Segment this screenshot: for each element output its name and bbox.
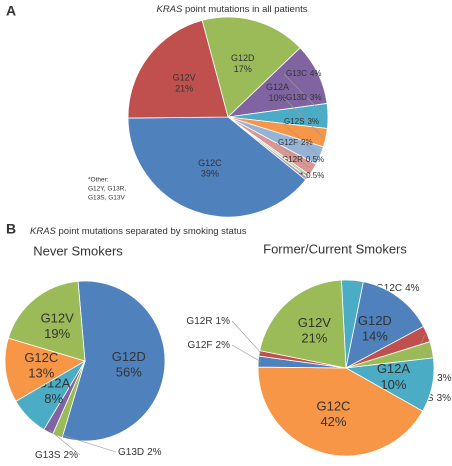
category-label: G12C bbox=[316, 398, 350, 413]
value-label: 56% bbox=[116, 365, 142, 380]
value-label: 19% bbox=[44, 326, 70, 341]
pie-slice bbox=[7, 280, 86, 362]
annotation: G13S, G13V bbox=[88, 195, 126, 202]
category-label: G12A bbox=[266, 82, 289, 92]
slice-label: G12R 0.5% bbox=[282, 155, 324, 164]
chart-title: KRAS point mutations in all patients bbox=[156, 4, 307, 15]
chart-title: KRAS point mutations separated by smokin… bbox=[30, 226, 247, 237]
category-label: G12F bbox=[278, 138, 298, 147]
value-label: 0.5% bbox=[306, 171, 324, 180]
pie-slice bbox=[61, 280, 166, 442]
value-label: 10% bbox=[380, 377, 406, 392]
category-label: G12D bbox=[231, 53, 255, 63]
leader-line bbox=[283, 73, 326, 117]
category-label: G12F bbox=[188, 340, 213, 351]
value-label: 4% bbox=[405, 283, 420, 294]
title-rest: point mutations in all patients bbox=[182, 4, 307, 15]
category-label: G12C bbox=[376, 283, 402, 294]
value-label: 0.5% bbox=[306, 155, 324, 164]
slice-label: G13D 2% bbox=[118, 447, 162, 458]
value-label: 2% bbox=[64, 450, 79, 461]
category-label: G12V bbox=[173, 73, 196, 83]
value-label: 13% bbox=[28, 365, 54, 380]
annotation: *Other: bbox=[88, 177, 109, 184]
category-label: G12C bbox=[24, 350, 58, 365]
pie-slice bbox=[127, 19, 229, 119]
category-label: G13C bbox=[286, 69, 307, 78]
value-label: 2% bbox=[147, 447, 162, 458]
leader-line bbox=[281, 121, 318, 155]
pie-slice bbox=[4, 337, 87, 402]
category-label: G12S bbox=[284, 117, 304, 126]
slice-label: G12F 2% bbox=[278, 138, 313, 147]
title-italic: KRAS bbox=[156, 4, 183, 15]
value-label: 3% bbox=[310, 93, 322, 102]
value-label: 42% bbox=[320, 414, 346, 429]
pie-slice bbox=[257, 366, 424, 457]
value-label: 2% bbox=[216, 340, 231, 351]
value-label: 17% bbox=[234, 64, 252, 74]
pie-slice bbox=[127, 116, 307, 218]
title-italic: KRAS bbox=[30, 226, 57, 237]
category-label: G12R bbox=[282, 155, 303, 164]
leader-line bbox=[49, 429, 81, 456]
value-label: 8% bbox=[44, 391, 63, 406]
value-label: 3% bbox=[437, 373, 452, 384]
category-label: G13D bbox=[286, 93, 307, 102]
pie-slice bbox=[259, 279, 347, 369]
slice-label: G12C 4% bbox=[376, 283, 420, 294]
slice-label: G13S 2% bbox=[35, 450, 78, 461]
value-label: 14% bbox=[362, 328, 388, 343]
category-label: G13D bbox=[118, 447, 144, 458]
annotation: G12Y, G13R, bbox=[88, 186, 126, 193]
value-label: 39% bbox=[201, 169, 219, 179]
leader-line bbox=[283, 97, 324, 138]
value-label: 4% bbox=[310, 69, 322, 78]
value-label: 10% bbox=[269, 93, 287, 103]
value-label: 3% bbox=[307, 117, 319, 126]
value-label: 3% bbox=[437, 393, 452, 404]
category-label: G12R bbox=[186, 316, 212, 327]
panel-label: A bbox=[6, 3, 16, 19]
slice-label: G12R 1% bbox=[186, 316, 230, 327]
chart-title: Former/Current Smokers bbox=[263, 241, 407, 256]
category-label: G12D bbox=[358, 313, 392, 328]
leader-line bbox=[58, 433, 117, 453]
value-label: 21% bbox=[301, 331, 327, 346]
category-label: G12C bbox=[198, 158, 222, 168]
value-label: 2% bbox=[301, 138, 313, 147]
title-rest: point mutations separated by smoking sta… bbox=[56, 226, 247, 237]
value-label: 21% bbox=[175, 84, 193, 94]
pie-slice bbox=[345, 281, 425, 369]
leader-line bbox=[231, 320, 263, 354]
panel-label: B bbox=[6, 221, 16, 237]
leader-line bbox=[231, 344, 262, 363]
category-label: G13S bbox=[35, 450, 61, 461]
slice-label: G12F 2% bbox=[188, 340, 231, 351]
category-label: G12A bbox=[377, 361, 411, 376]
chart-title: Never Smokers bbox=[33, 243, 123, 258]
slice-label: G13C 4% bbox=[286, 69, 321, 78]
category-label: G12V bbox=[41, 311, 75, 326]
category-label: G12D bbox=[112, 349, 146, 364]
pie-slice bbox=[201, 16, 301, 118]
value-label: 1% bbox=[216, 316, 231, 327]
leader-line bbox=[275, 142, 311, 169]
category-label: G12V bbox=[298, 315, 332, 330]
